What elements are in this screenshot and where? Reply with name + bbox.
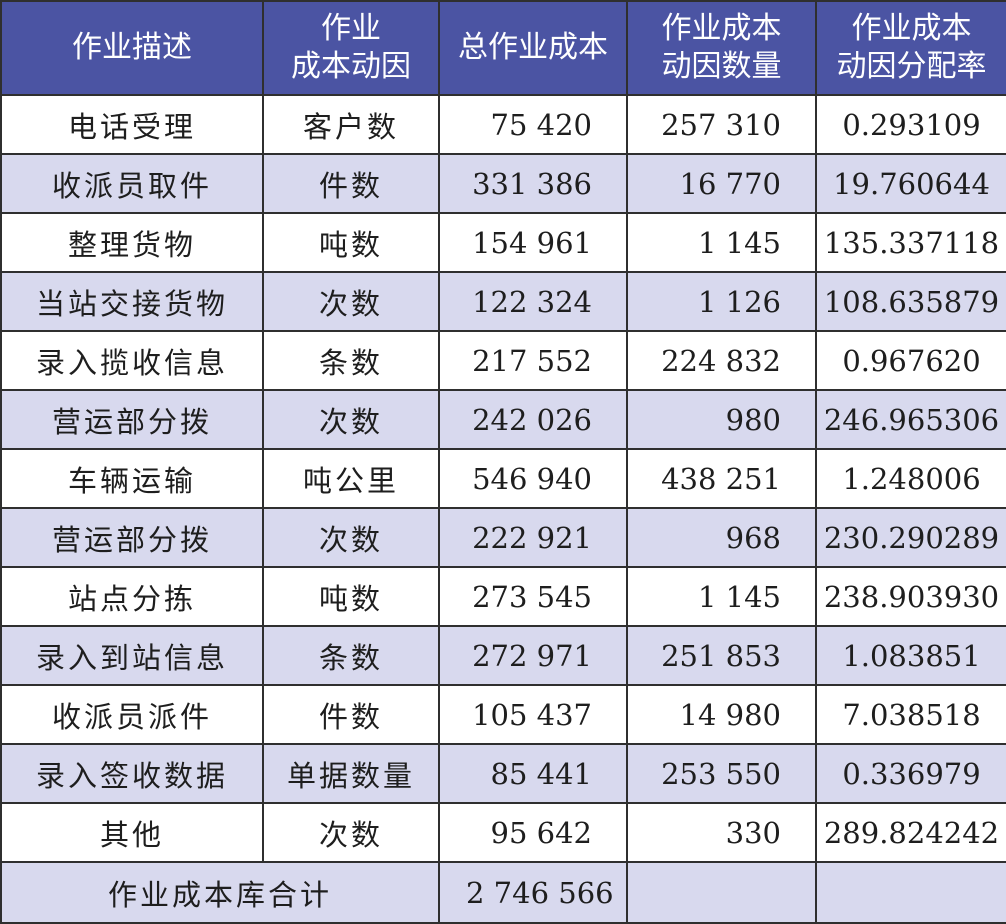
driver-cell: 件数 <box>262 153 440 214</box>
activity-cell: 电话受理 <box>0 94 264 155</box>
table-row: 收派员取件 件数 331 386 16 770 19.760644 <box>0 153 1006 214</box>
header-cost-driver: 作业 成本动因 <box>262 0 440 96</box>
total-row: 作业成本库合计 2 746 566 <box>0 861 1006 924</box>
total-cost-cell: 217 552 <box>438 330 628 391</box>
activity-cell: 录入签收数据 <box>0 743 264 804</box>
allocation-rate-cell: 246.965306 <box>815 389 1006 450</box>
allocation-rate-cell: 1.248006 <box>815 448 1006 509</box>
activity-cell: 站点分拣 <box>0 566 264 627</box>
table-row: 录入到站信息 条数 272 971 251 853 1.083851 <box>0 625 1006 686</box>
table-row: 整理货物 吨数 154 961 1 145 135.337118 <box>0 212 1006 273</box>
driver-quantity-cell: 980 <box>626 389 817 450</box>
total-cost-value: 2 746 566 <box>438 861 628 924</box>
total-cost-cell: 105 437 <box>438 684 628 745</box>
driver-quantity-cell: 257 310 <box>626 94 817 155</box>
total-empty-cell <box>626 861 817 924</box>
table-row: 其他 次数 95 642 330 289.824242 <box>0 802 1006 863</box>
driver-quantity-cell: 330 <box>626 802 817 863</box>
header-driver-quantity: 作业成本 动因数量 <box>626 0 817 96</box>
header-total-activity-cost: 总作业成本 <box>438 0 628 96</box>
table-row: 营运部分拨 次数 242 026 980 246.965306 <box>0 389 1006 450</box>
driver-cell: 件数 <box>262 684 440 745</box>
allocation-rate-cell: 19.760644 <box>815 153 1006 214</box>
driver-cell: 吨公里 <box>262 448 440 509</box>
driver-cell: 次数 <box>262 389 440 450</box>
table-row: 营运部分拨 次数 222 921 968 230.290289 <box>0 507 1006 568</box>
total-cost-cell: 222 921 <box>438 507 628 568</box>
activity-cell: 营运部分拨 <box>0 389 264 450</box>
total-cost-cell: 331 386 <box>438 153 628 214</box>
allocation-rate-cell: 0.967620 <box>815 330 1006 391</box>
table-row: 收派员派件 件数 105 437 14 980 7.038518 <box>0 684 1006 745</box>
total-cost-cell: 546 940 <box>438 448 628 509</box>
table-row: 录入签收数据 单据数量 85 441 253 550 0.336979 <box>0 743 1006 804</box>
activity-cell: 收派员派件 <box>0 684 264 745</box>
driver-quantity-cell: 1 145 <box>626 212 817 273</box>
total-cost-cell: 273 545 <box>438 566 628 627</box>
allocation-rate-cell: 135.337118 <box>815 212 1006 273</box>
driver-quantity-cell: 16 770 <box>626 153 817 214</box>
allocation-rate-cell: 108.635879 <box>815 271 1006 332</box>
allocation-rate-cell: 1.083851 <box>815 625 1006 686</box>
driver-cell: 次数 <box>262 802 440 863</box>
allocation-rate-cell: 0.293109 <box>815 94 1006 155</box>
driver-quantity-cell: 1 145 <box>626 566 817 627</box>
driver-cell: 条数 <box>262 330 440 391</box>
driver-quantity-cell: 224 832 <box>626 330 817 391</box>
driver-quantity-cell: 14 980 <box>626 684 817 745</box>
table-row: 当站交接货物 次数 122 324 1 126 108.635879 <box>0 271 1006 332</box>
driver-cell: 吨数 <box>262 566 440 627</box>
total-cost-cell: 242 026 <box>438 389 628 450</box>
allocation-rate-cell: 0.336979 <box>815 743 1006 804</box>
table-row: 站点分拣 吨数 273 545 1 145 238.903930 <box>0 566 1006 627</box>
allocation-rate-cell: 230.290289 <box>815 507 1006 568</box>
table-row: 车辆运输 吨公里 546 940 438 251 1.248006 <box>0 448 1006 509</box>
driver-quantity-cell: 1 126 <box>626 271 817 332</box>
activity-cell: 录入揽收信息 <box>0 330 264 391</box>
activity-cell: 收派员取件 <box>0 153 264 214</box>
total-cost-cell: 75 420 <box>438 94 628 155</box>
allocation-rate-cell: 238.903930 <box>815 566 1006 627</box>
allocation-rate-cell: 289.824242 <box>815 802 1006 863</box>
total-cost-cell: 85 441 <box>438 743 628 804</box>
total-cost-cell: 95 642 <box>438 802 628 863</box>
driver-cell: 单据数量 <box>262 743 440 804</box>
allocation-rate-cell: 7.038518 <box>815 684 1006 745</box>
table-row: 录入揽收信息 条数 217 552 224 832 0.967620 <box>0 330 1006 391</box>
total-empty-cell <box>815 861 1006 924</box>
driver-cell: 条数 <box>262 625 440 686</box>
activity-cell: 营运部分拨 <box>0 507 264 568</box>
driver-cell: 次数 <box>262 507 440 568</box>
driver-cell: 次数 <box>262 271 440 332</box>
table-row: 电话受理 客户数 75 420 257 310 0.293109 <box>0 94 1006 155</box>
activity-cell: 车辆运输 <box>0 448 264 509</box>
driver-quantity-cell: 251 853 <box>626 625 817 686</box>
activity-cell: 其他 <box>0 802 264 863</box>
total-cost-cell: 122 324 <box>438 271 628 332</box>
header-allocation-rate: 作业成本 动因分配率 <box>815 0 1006 96</box>
header-row: 作业描述 作业 成本动因 总作业成本 作业成本 动因数量 作业成本 动因分配率 <box>0 0 1006 96</box>
header-activity-description: 作业描述 <box>0 0 264 96</box>
activity-cell: 录入到站信息 <box>0 625 264 686</box>
driver-cell: 客户数 <box>262 94 440 155</box>
activity-cell: 当站交接货物 <box>0 271 264 332</box>
driver-cell: 吨数 <box>262 212 440 273</box>
activity-cell: 整理货物 <box>0 212 264 273</box>
driver-quantity-cell: 253 550 <box>626 743 817 804</box>
driver-quantity-cell: 438 251 <box>626 448 817 509</box>
total-label: 作业成本库合计 <box>0 861 440 924</box>
driver-quantity-cell: 968 <box>626 507 817 568</box>
total-cost-cell: 154 961 <box>438 212 628 273</box>
total-cost-cell: 272 971 <box>438 625 628 686</box>
